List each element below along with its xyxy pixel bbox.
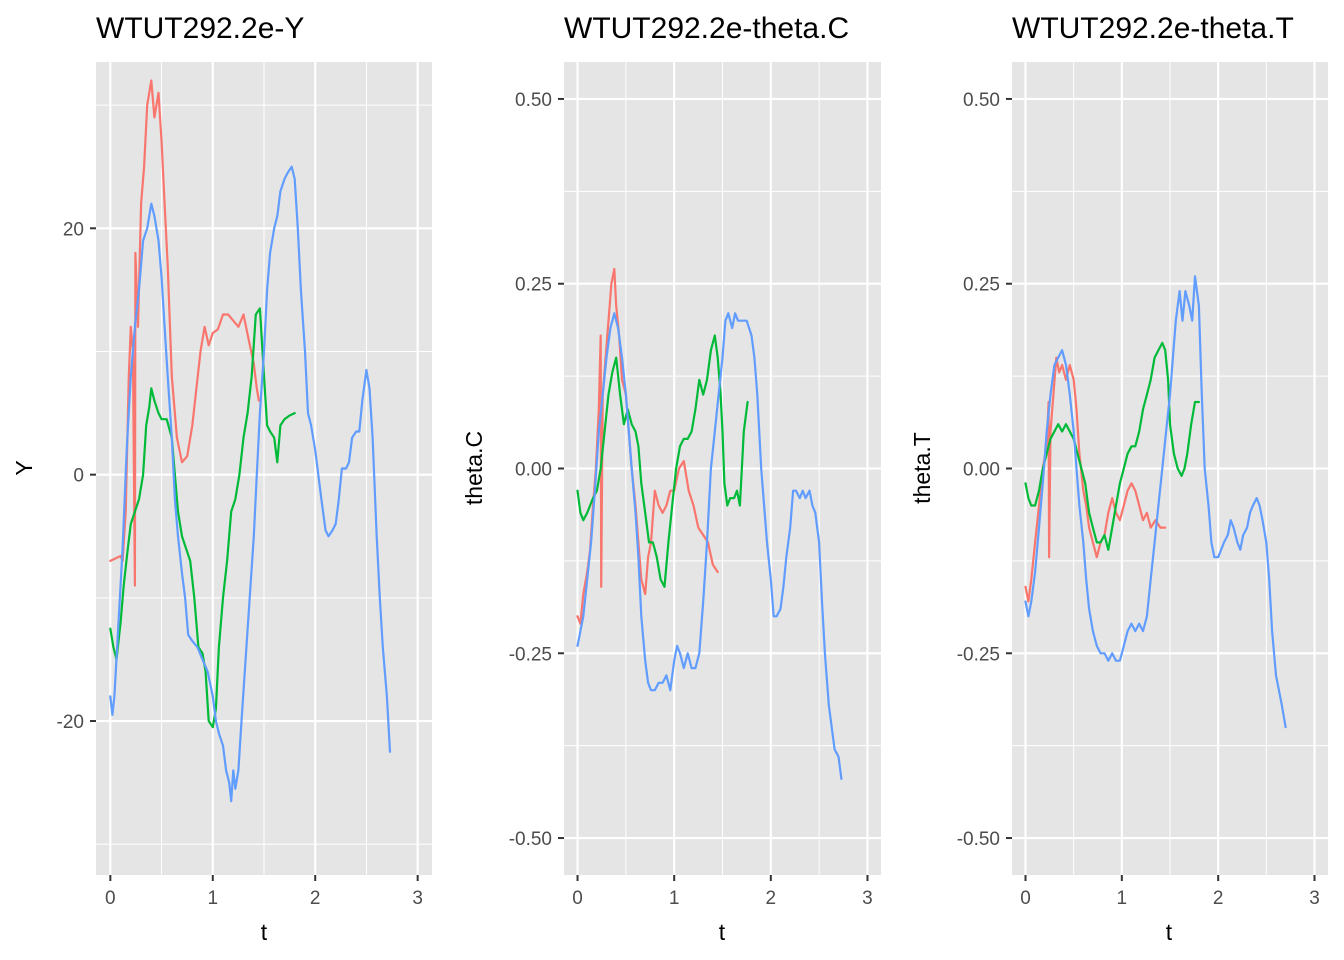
x-tick-label: 1 <box>207 888 218 909</box>
x-tick-label: 2 <box>1213 888 1224 909</box>
y-tick-label: 0.50 <box>515 90 552 111</box>
y-axis-label: theta.C <box>461 431 487 505</box>
y-tick-label: 0.50 <box>963 90 1000 111</box>
series-line-2 <box>109 165 392 803</box>
y-tick-label: -20 <box>57 712 84 733</box>
plot-area <box>564 62 881 875</box>
series-line-1 <box>576 334 749 588</box>
x-axis-label: t <box>719 919 726 945</box>
y-tick-label: 0 <box>73 466 84 487</box>
x-tick-label: 0 <box>105 888 116 909</box>
x-axis-label: t <box>261 919 268 945</box>
x-tick-label: 1 <box>669 888 680 909</box>
x-tick-label: 3 <box>412 888 423 909</box>
series-line-1 <box>1024 341 1200 551</box>
series-line-2 <box>1024 275 1287 729</box>
x-tick-label: 1 <box>1117 888 1128 909</box>
y-tick-label: 20 <box>63 219 84 240</box>
x-axis-label: t <box>1166 919 1173 945</box>
y-tick-label: 0.00 <box>515 460 552 481</box>
y-tick-label: -0.25 <box>509 644 552 665</box>
x-tick-label: 2 <box>766 888 777 909</box>
y-tick-label: -0.25 <box>957 644 1000 665</box>
y-tick-label: -0.50 <box>957 829 1000 850</box>
y-tick-label: 0.25 <box>963 275 1000 296</box>
panel-theta-t: WTUT292.2e-theta.T t theta.T 0 1 2 3 -0.50 -0… <box>909 12 1328 945</box>
x-tick-label: 0 <box>572 888 583 909</box>
panel-title: WTUT292.2e-theta.T <box>1012 12 1294 45</box>
series-line-0 <box>109 79 260 587</box>
panel-title: WTUT292.2e-Y <box>96 12 304 45</box>
x-tick-label: 2 <box>310 888 321 909</box>
y-tick-label: 0.25 <box>515 275 552 296</box>
y-tick-label: 0.00 <box>963 460 1000 481</box>
y-tick-label: -0.50 <box>509 829 552 850</box>
plot-area <box>96 62 432 875</box>
panel-theta-c: WTUT292.2e-theta.C t theta.C 0 1 2 3 -0.50 -0… <box>461 12 881 945</box>
y-axis-label: theta.T <box>909 432 935 504</box>
panel-y: WTUT292.2e-Y t Y 0 1 2 3 -20 0 20 <box>11 12 432 945</box>
x-tick-label: 3 <box>862 888 873 909</box>
y-axis-label: Y <box>11 460 37 475</box>
series-line-2 <box>576 312 843 780</box>
plot-area <box>1012 62 1328 875</box>
x-tick-label: 0 <box>1020 888 1031 909</box>
panel-title: WTUT292.2e-theta.C <box>564 12 849 45</box>
x-tick-label: 3 <box>1309 888 1320 909</box>
